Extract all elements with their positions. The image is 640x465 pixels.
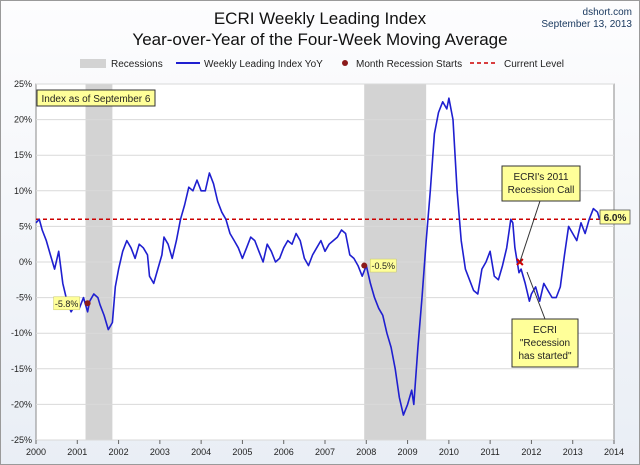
started-annotation-text: ECRI [533, 325, 557, 336]
recession-start-marker [361, 262, 368, 269]
index-date-box [36, 89, 156, 107]
brand-date: September 13, 2013 [541, 19, 632, 30]
series-line-wli-yoy [35, 97, 601, 416]
started-annotation-leader [526, 271, 546, 320]
x-tick-label: 2013 [563, 447, 583, 457]
legend-swatch-marker [342, 60, 348, 66]
y-tick-label: 25% [14, 79, 32, 89]
call-annotation-text: ECRI's 2011 [513, 172, 569, 183]
marker-label-box [369, 258, 397, 273]
y-tick-label: 5% [19, 221, 32, 231]
started-annotation-box [511, 318, 579, 368]
started-annotation-text: "Recession [520, 338, 570, 349]
legend-label-recessions: Recessions [111, 59, 163, 70]
call-annotation-leader [519, 200, 541, 263]
y-tick-label: -5% [16, 293, 32, 303]
x-tick-label: 2004 [191, 447, 211, 457]
x-tick-label: 2000 [26, 447, 46, 457]
x-tick-label: 2007 [315, 447, 335, 457]
y-tick-label: 15% [14, 150, 32, 160]
y-tick-label: 20% [14, 115, 32, 125]
call-annotation-box [501, 165, 581, 202]
current-level-box [599, 209, 631, 225]
marker-label: -5.8% [55, 299, 79, 309]
marker-label-box [53, 296, 80, 311]
y-tick-label: 0% [19, 257, 32, 267]
y-tick-label: -15% [11, 364, 32, 374]
legend-swatch-recessions [80, 59, 106, 68]
x-tick-label: 2002 [109, 447, 129, 457]
marker-label: -0.5% [371, 261, 395, 271]
x-tick-label: 2010 [439, 447, 459, 457]
legend-label-current: Current Level [504, 59, 564, 70]
chart-title: ECRI Weekly Leading Index [214, 9, 427, 28]
y-tick-label: -25% [11, 435, 32, 445]
recession-start-marker [84, 300, 91, 307]
brand-site: dshort.com [583, 7, 632, 18]
x-tick-label: 2005 [232, 447, 252, 457]
x-tick-label: 2011 [480, 447, 499, 457]
chart-subtitle: Year-over-Year of the Four-Week Moving A… [132, 30, 507, 49]
legend: Recessions Weekly Leading Index YoY Mont… [80, 59, 564, 70]
y-tick-label: -20% [11, 399, 32, 409]
x-tick-label: 2008 [356, 447, 376, 457]
started-annotation-text: has started" [518, 351, 571, 362]
x-tick-label: 2009 [398, 447, 418, 457]
call-annotation-text: Recession Call [508, 185, 575, 196]
x-tick-label: 2006 [274, 447, 294, 457]
x-tick-label: 2014 [604, 447, 624, 457]
current-level-label: 6.0% [604, 213, 627, 224]
y-tick-label: -10% [11, 328, 32, 338]
legend-label-marker: Month Recession Starts [356, 59, 462, 70]
x-tick-label: 2003 [150, 447, 170, 457]
index-date-label: Index as of September 6 [42, 94, 151, 105]
y-tick-label: 10% [14, 186, 32, 196]
legend-label-series: Weekly Leading Index YoY [204, 59, 323, 70]
x-tick-label: 2012 [521, 447, 541, 457]
x-tick-label: 2001 [67, 447, 87, 457]
